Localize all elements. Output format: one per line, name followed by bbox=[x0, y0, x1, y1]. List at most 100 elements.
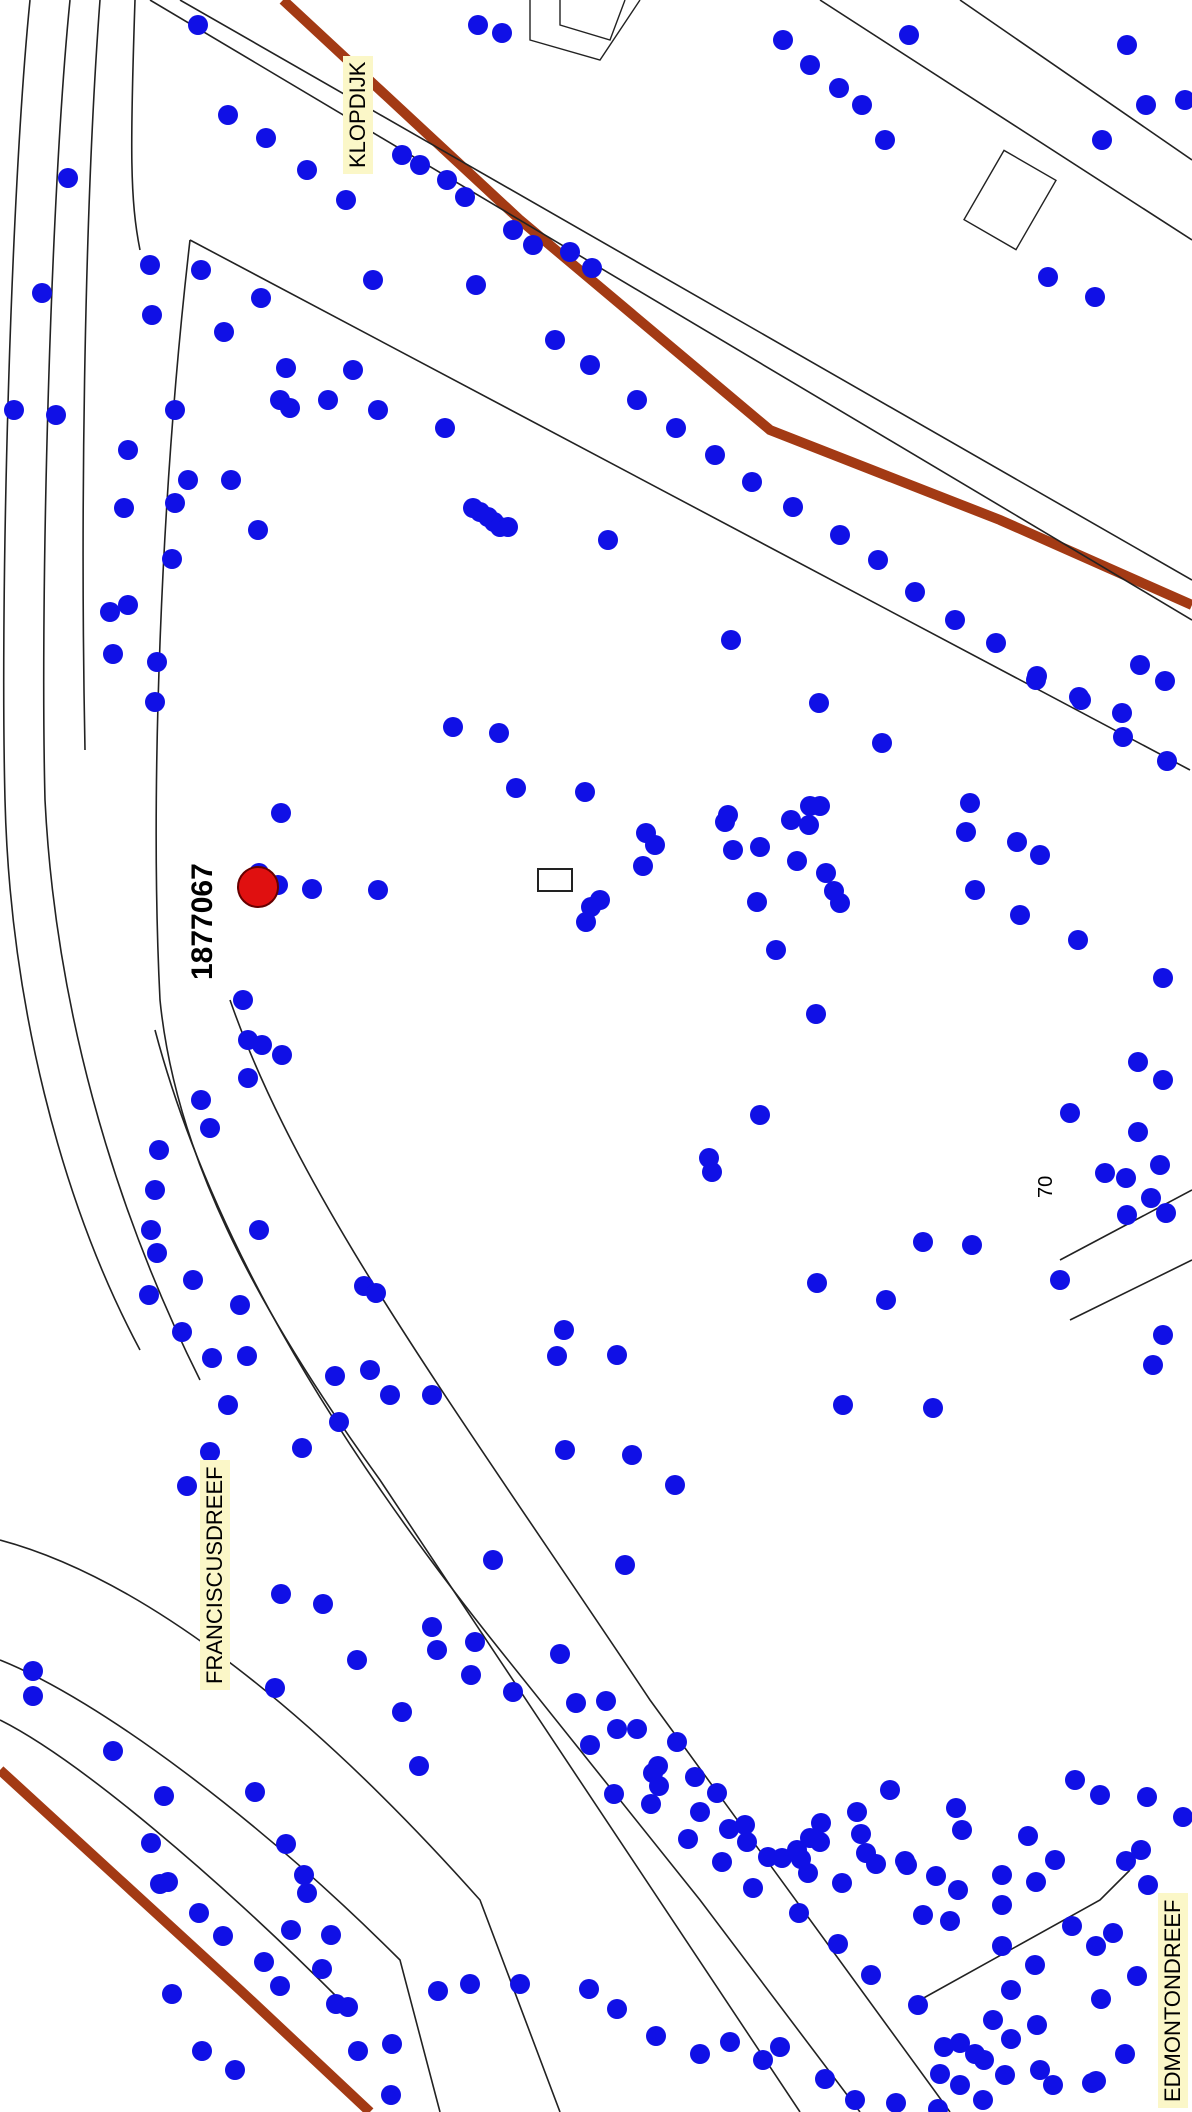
tree-dot[interactable] bbox=[607, 1719, 627, 1739]
tree-dot[interactable] bbox=[492, 23, 512, 43]
tree-dot[interactable] bbox=[248, 520, 268, 540]
tree-dot[interactable] bbox=[798, 1863, 818, 1883]
tree-dot[interactable] bbox=[773, 30, 793, 50]
tree-dot[interactable] bbox=[707, 1783, 727, 1803]
tree-dot[interactable] bbox=[380, 1385, 400, 1405]
tree-dot[interactable] bbox=[787, 851, 807, 871]
tree-dot[interactable] bbox=[1090, 1785, 1110, 1805]
tree-dot[interactable] bbox=[422, 1617, 442, 1637]
tree-dot[interactable] bbox=[899, 25, 919, 45]
tree-dot[interactable] bbox=[1085, 287, 1105, 307]
tree-dot[interactable] bbox=[233, 990, 253, 1010]
tree-dot[interactable] bbox=[466, 275, 486, 295]
tree-dot[interactable] bbox=[238, 1068, 258, 1088]
tree-dot[interactable] bbox=[46, 405, 66, 425]
tree-dot[interactable] bbox=[720, 2032, 740, 2052]
tree-dot[interactable] bbox=[718, 805, 738, 825]
tree-dot[interactable] bbox=[1086, 1936, 1106, 1956]
tree-dot[interactable] bbox=[140, 255, 160, 275]
tree-dot[interactable] bbox=[142, 305, 162, 325]
tree-dot[interactable] bbox=[1045, 1850, 1065, 1870]
tree-dot[interactable] bbox=[945, 610, 965, 630]
tree-dot[interactable] bbox=[510, 1974, 530, 1994]
tree-dot[interactable] bbox=[555, 1440, 575, 1460]
tree-dot[interactable] bbox=[410, 155, 430, 175]
tree-dot[interactable] bbox=[897, 1855, 917, 1875]
tree-dot[interactable] bbox=[828, 1934, 848, 1954]
tree-dot[interactable] bbox=[23, 1661, 43, 1681]
tree-dot[interactable] bbox=[1143, 1355, 1163, 1375]
tree-dot[interactable] bbox=[165, 493, 185, 513]
tree-dot[interactable] bbox=[579, 1979, 599, 1999]
tree-dot[interactable] bbox=[690, 1802, 710, 1822]
tree-dot[interactable] bbox=[952, 1820, 972, 1840]
tree-dot[interactable] bbox=[214, 322, 234, 342]
tree-dot[interactable] bbox=[872, 733, 892, 753]
tree-dot[interactable] bbox=[973, 2090, 993, 2110]
tree-dot[interactable] bbox=[1113, 727, 1133, 747]
tree-dot[interactable] bbox=[992, 1865, 1012, 1885]
tree-dot[interactable] bbox=[1117, 35, 1137, 55]
tree-dot[interactable] bbox=[807, 1273, 827, 1293]
tree-dot[interactable] bbox=[202, 1348, 222, 1368]
tree-dot[interactable] bbox=[443, 717, 463, 737]
tree-dot[interactable] bbox=[1030, 2060, 1050, 2080]
tree-dot[interactable] bbox=[281, 1920, 301, 1940]
tree-dot[interactable] bbox=[960, 793, 980, 813]
tree-dot[interactable] bbox=[1112, 703, 1132, 723]
tree-dot[interactable] bbox=[162, 1984, 182, 2004]
tree-dot[interactable] bbox=[200, 1118, 220, 1138]
tree-dot[interactable] bbox=[934, 2037, 954, 2057]
tree-dot[interactable] bbox=[147, 652, 167, 672]
tree-dot[interactable] bbox=[685, 1767, 705, 1787]
tree-dot[interactable] bbox=[627, 390, 647, 410]
tree-dot[interactable] bbox=[913, 1232, 933, 1252]
tree-dot[interactable] bbox=[753, 2050, 773, 2070]
tree-dot[interactable] bbox=[607, 1999, 627, 2019]
tree-dot[interactable] bbox=[743, 1878, 763, 1898]
tree-dot[interactable] bbox=[200, 1442, 220, 1462]
tree-dot[interactable] bbox=[1001, 1980, 1021, 2000]
tree-dot[interactable] bbox=[861, 1965, 881, 1985]
tree-dot[interactable] bbox=[913, 1905, 933, 1925]
tree-dot[interactable] bbox=[103, 1741, 123, 1761]
tree-dot[interactable] bbox=[560, 242, 580, 262]
tree-dot[interactable] bbox=[1027, 666, 1047, 686]
tree-dot[interactable] bbox=[366, 1283, 386, 1303]
tree-dot[interactable] bbox=[995, 2065, 1015, 2085]
tree-dot[interactable] bbox=[787, 1840, 807, 1860]
tree-dot[interactable] bbox=[225, 2060, 245, 2080]
tree-dot[interactable] bbox=[313, 1594, 333, 1614]
tree-dot[interactable] bbox=[455, 187, 475, 207]
tree-dot[interactable] bbox=[830, 525, 850, 545]
tree-dot[interactable] bbox=[192, 2041, 212, 2061]
tree-dot[interactable] bbox=[737, 1832, 757, 1852]
tree-dot[interactable] bbox=[318, 390, 338, 410]
tree-dot[interactable] bbox=[604, 1784, 624, 1804]
tree-dot[interactable] bbox=[392, 1702, 412, 1722]
tree-dot[interactable] bbox=[875, 130, 895, 150]
tree-dot[interactable] bbox=[646, 2026, 666, 2046]
tree-dot[interactable] bbox=[368, 880, 388, 900]
tree-dot[interactable] bbox=[114, 498, 134, 518]
tree-dot[interactable] bbox=[962, 1235, 982, 1255]
tree-dot[interactable] bbox=[876, 1290, 896, 1310]
tree-dot[interactable] bbox=[460, 1974, 480, 1994]
tree-dot[interactable] bbox=[1157, 751, 1177, 771]
tree-dot[interactable] bbox=[1071, 690, 1091, 710]
tree-dot[interactable] bbox=[1065, 1770, 1085, 1790]
tree-dot[interactable] bbox=[633, 856, 653, 876]
tree-dot[interactable] bbox=[905, 582, 925, 602]
tree-dot[interactable] bbox=[230, 1295, 250, 1315]
tree-dot[interactable] bbox=[368, 400, 388, 420]
tree-dot[interactable] bbox=[461, 1665, 481, 1685]
tree-dot[interactable] bbox=[965, 880, 985, 900]
tree-dot[interactable] bbox=[1153, 1325, 1173, 1345]
tree-dot[interactable] bbox=[245, 1782, 265, 1802]
tree-dot[interactable] bbox=[667, 1732, 687, 1752]
tree-dot[interactable] bbox=[1103, 1923, 1123, 1943]
tree-dot[interactable] bbox=[1128, 1052, 1148, 1072]
tree-dot[interactable] bbox=[852, 95, 872, 115]
tree-dot[interactable] bbox=[1086, 2071, 1106, 2091]
